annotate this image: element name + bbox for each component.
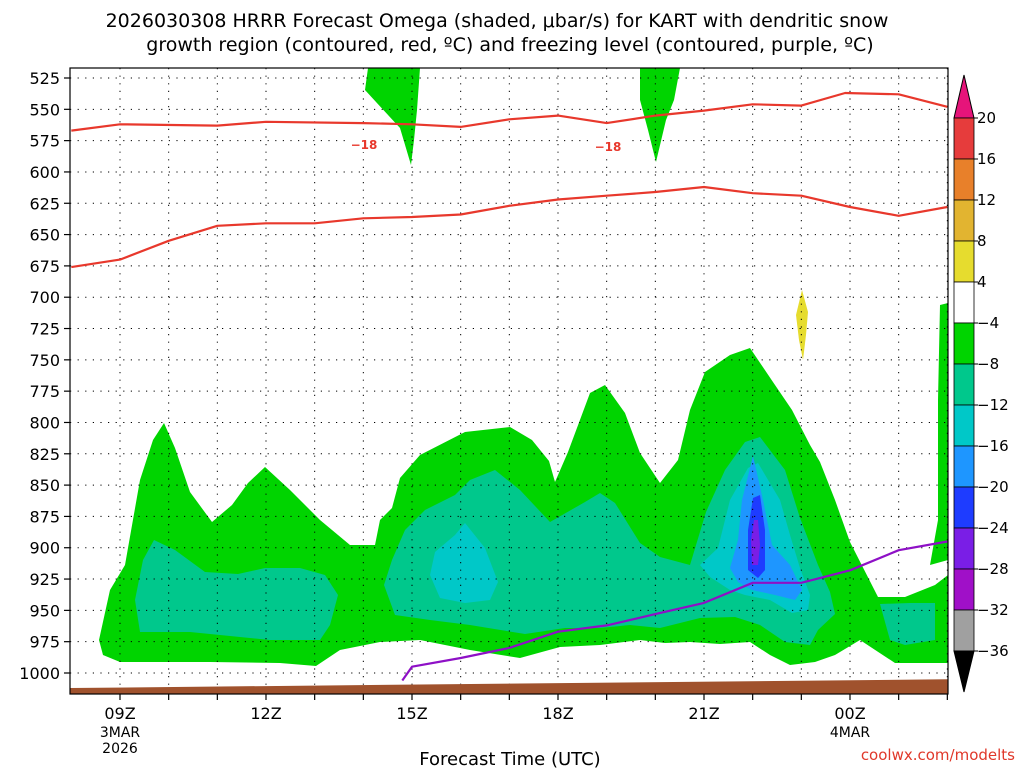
chart-title: 2026030308 HRRR Forecast Omega (shaded, … (106, 10, 889, 56)
contour-line-1 (71, 91, 948, 132)
y-tick-label: 550 (29, 100, 60, 119)
y-tick-label: 650 (29, 226, 60, 245)
y-axis: 525 550 575 600 625 650 675 700 725 750 775 800 825 8… (19, 69, 70, 683)
contour-label-minus18-left: −18 (351, 138, 378, 152)
y-tick-label: 925 (29, 570, 60, 589)
colorbar-label: 8 (977, 232, 987, 250)
colorbar: 20 16 12 8 4 −4 −8 −12 −16 −20 −24 −28 −32 −36 (953, 74, 1009, 693)
x-tick-label: 21Z (688, 704, 719, 723)
omega-region-green-right-edge (930, 303, 948, 565)
y-tick-label: 625 (29, 194, 60, 213)
colorbar-segment (953, 363, 975, 406)
y-tick-label: 750 (29, 351, 60, 370)
x-axis-title: Forecast Time (UTC) (419, 749, 600, 768)
y-tick-label: 675 (29, 257, 60, 276)
colorbar-label: −16 (977, 437, 1009, 455)
colorbar-segment (953, 158, 975, 201)
colorbar-label: −8 (977, 355, 999, 373)
x-tick-label: 15Z (396, 704, 427, 723)
colorbar-label: −28 (977, 560, 1009, 578)
y-tick-label: 525 (29, 69, 60, 88)
contour-labels: −18 −18 (346, 136, 626, 154)
y-tick-label: 700 (29, 288, 60, 307)
colorbar-label: −12 (977, 396, 1009, 414)
x-date-label: 4MAR (830, 725, 871, 741)
colorbar-segment (953, 445, 975, 488)
y-tick-label: 800 (29, 413, 60, 432)
y-tick-label: 900 (29, 539, 60, 558)
chart-title-line-2: growth region (contoured, red, ºC) and f… (146, 34, 873, 56)
colorbar-label: 4 (977, 273, 987, 291)
colorbar-label: 20 (977, 109, 996, 127)
omega-region-purple (751, 520, 760, 565)
colorbar-label: 16 (977, 150, 996, 168)
colorbar-segment (953, 117, 975, 160)
colorbar-segment (953, 281, 975, 324)
y-tick-label: 950 (29, 601, 60, 620)
x-tick-label: 09Z (104, 704, 135, 723)
x-date-label: 3MAR (100, 725, 141, 741)
colorbar-label: −24 (977, 519, 1009, 537)
contour-label-bg-1 (346, 136, 382, 152)
contour-line-2 (71, 185, 948, 269)
omega-region-yellow (796, 290, 808, 360)
contour-label-bg-2 (590, 138, 626, 154)
colorbar-bottom-cap (953, 650, 975, 693)
omega-region-cyan (430, 463, 810, 613)
terrain-ground (70, 679, 948, 694)
colorbar-segment (953, 199, 975, 242)
y-tick-label: 1000 (19, 664, 60, 683)
colorbar-segment (953, 322, 975, 365)
colorbar-label: −20 (977, 478, 1009, 496)
colorbar-segment (953, 240, 975, 283)
contour-lines (71, 91, 948, 682)
x-tick-label: 12Z (250, 704, 281, 723)
colorbar-top-cap (953, 74, 975, 119)
credit-text: coolwx.com/modelts (861, 746, 1015, 764)
colorbar-label: −36 (977, 642, 1009, 660)
x-date-label: 2026 (102, 741, 138, 757)
y-tick-label: 975 (29, 633, 60, 652)
colorbar-label: 12 (977, 191, 996, 209)
omega-region-teal-green (135, 437, 935, 645)
omega-shading (99, 68, 948, 666)
colorbar-segment (953, 609, 975, 652)
omega-region-green-upper-plume-1 (365, 68, 420, 165)
colorbar-label: −4 (977, 314, 999, 332)
contour-label-minus18-right: −18 (595, 140, 622, 154)
colorbar-segment (953, 486, 975, 529)
y-tick-label: 775 (29, 382, 60, 401)
x-tick-label: 00Z (834, 704, 865, 723)
y-tick-label: 725 (29, 320, 60, 339)
colorbar-segment (953, 568, 975, 611)
y-tick-label: 875 (29, 507, 60, 526)
x-tick-label: 18Z (542, 704, 573, 723)
contour-line-3 (401, 540, 948, 682)
colorbar-segment (953, 404, 975, 447)
colorbar-segment (953, 527, 975, 570)
chart-title-line-1: 2026030308 HRRR Forecast Omega (shaded, … (106, 10, 889, 32)
y-tick-label: 825 (29, 445, 60, 464)
y-tick-label: 575 (29, 132, 60, 151)
colorbar-label: −32 (977, 601, 1009, 619)
y-tick-label: 850 (29, 476, 60, 495)
y-tick-label: 600 (29, 163, 60, 182)
